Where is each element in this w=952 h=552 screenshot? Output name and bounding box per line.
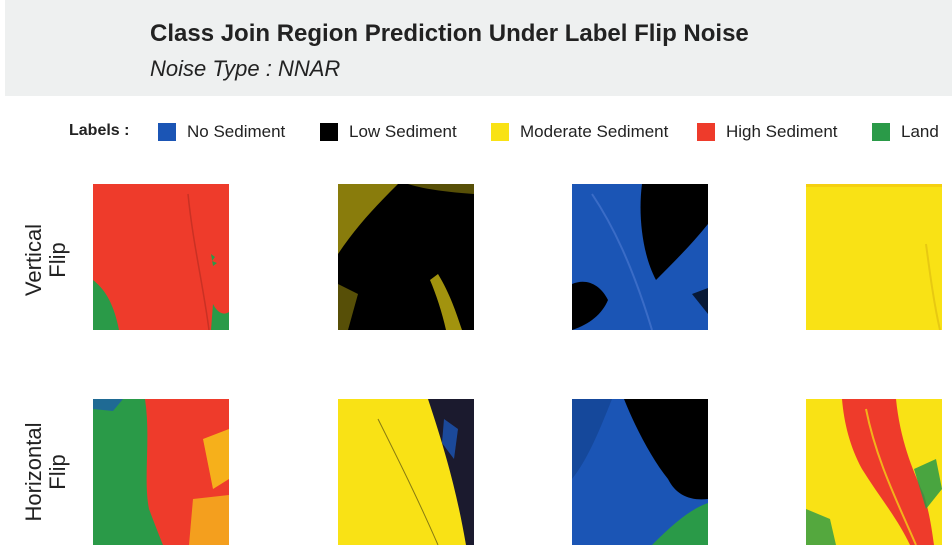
legend-swatch <box>872 123 890 141</box>
legend-swatch <box>158 123 176 141</box>
row-label-horizontal-flip: Horizontal Flip <box>21 392 70 552</box>
prediction-map-horizontal-2 <box>338 399 474 545</box>
title-banner: Class Join Region Prediction Under Label… <box>5 0 952 96</box>
prediction-map-vertical-4 <box>806 184 942 330</box>
row-label-line: Flip <box>45 242 70 278</box>
legend-swatch <box>320 123 338 141</box>
figure-title: Class Join Region Prediction Under Label… <box>150 20 749 47</box>
legend-swatch <box>697 123 715 141</box>
figure-subtitle: Noise Type : NNAR <box>150 56 341 81</box>
row-label-vertical-flip: Vertical Flip <box>21 180 70 340</box>
row-label-line: Flip <box>45 454 70 490</box>
row-label-line: Vertical <box>21 223 46 297</box>
legend: Labels : No Sediment Low Sediment Modera… <box>0 120 952 144</box>
legend-label: Land <box>901 122 939 141</box>
legend-label: Low Sediment <box>349 122 457 141</box>
prediction-map-vertical-1 <box>93 184 229 330</box>
prediction-map-horizontal-3 <box>572 399 708 545</box>
legend-label: Moderate Sediment <box>520 122 669 141</box>
legend-swatch <box>491 123 509 141</box>
prediction-map-horizontal-1 <box>93 399 229 545</box>
prediction-map-horizontal-4 <box>806 399 942 545</box>
row-label-line: Horizontal <box>21 422 46 522</box>
prediction-map-vertical-3 <box>572 184 708 330</box>
prediction-map-vertical-2 <box>338 184 474 330</box>
legend-label: No Sediment <box>187 122 286 141</box>
legend-title: Labels : <box>69 122 130 139</box>
legend-label: High Sediment <box>726 122 838 141</box>
